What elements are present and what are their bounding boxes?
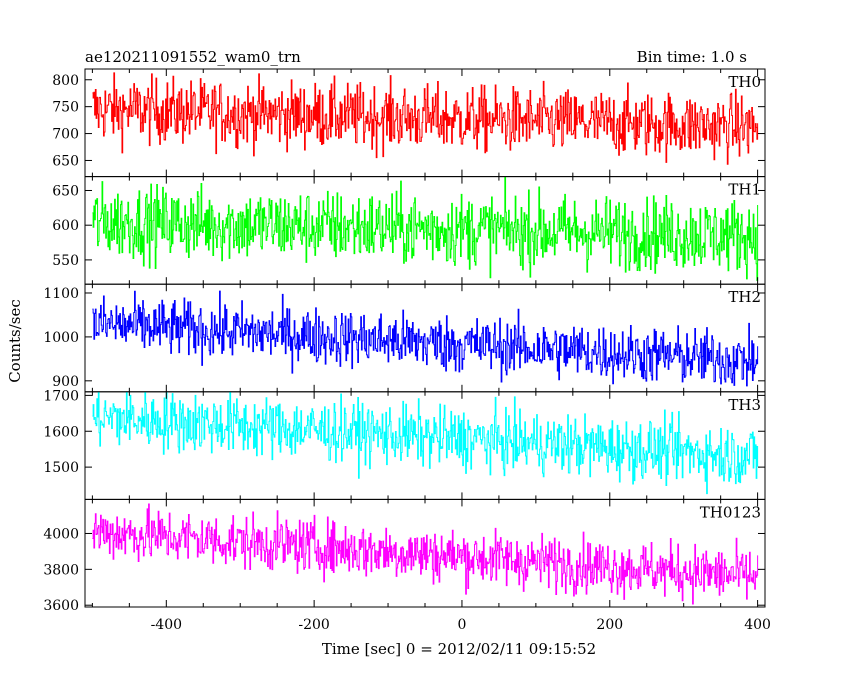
y-tick-label: 550 xyxy=(52,253,79,269)
y-tick-label: 600 xyxy=(52,218,79,234)
x-tick-label: 0 xyxy=(457,617,466,633)
series-line-th2 xyxy=(92,290,759,387)
y-tick-label: 1700 xyxy=(43,388,79,404)
x-tick-label: 400 xyxy=(744,617,771,633)
panel-th3: 1500 1600 1700 TH3 xyxy=(43,388,766,500)
y-tick-label: 700 xyxy=(52,127,79,143)
series-label-th1: TH1 xyxy=(728,181,761,199)
y-tick-label: 1000 xyxy=(43,330,79,346)
series-label-th2: TH2 xyxy=(728,288,761,306)
series-label-th0: TH0 xyxy=(728,73,761,91)
y-tick-label: 4000 xyxy=(43,526,79,542)
y-axis-label: Counts/sec xyxy=(6,299,24,383)
panels-group: 650 700 750 800 TH0 550 600 650 TH1 900 1000 1100 TH… xyxy=(43,68,771,633)
series-line-th1 xyxy=(92,176,759,281)
chart-title-right: Bin time: 1.0 s xyxy=(637,48,747,66)
y-tick-label: 1100 xyxy=(43,286,79,302)
y-tick-label: 900 xyxy=(52,374,79,390)
y-tick-label: 650 xyxy=(52,183,79,199)
panel-frame xyxy=(84,68,766,178)
panel-th0: 650 700 750 800 TH0 xyxy=(52,68,766,178)
x-axis-label: Time [sec] 0 = 2012/02/11 09:15:52 xyxy=(322,640,596,658)
y-tick-label: 800 xyxy=(52,73,79,89)
y-tick-label: 3800 xyxy=(43,562,79,578)
x-tick-label: -400 xyxy=(151,617,182,633)
panel-th0123: 3600 3800 4000 TH0123 xyxy=(43,498,766,614)
y-tick-label: 1500 xyxy=(43,460,79,476)
y-tick-label: 650 xyxy=(52,153,79,169)
series-line-th3 xyxy=(92,391,759,495)
series-line-th0123 xyxy=(92,503,759,605)
series-label-th3: TH3 xyxy=(728,396,761,414)
x-tick-label: -200 xyxy=(298,617,329,633)
x-tick-label: 200 xyxy=(596,617,623,633)
series-line-th0 xyxy=(92,72,759,165)
panel-th1: 550 600 650 TH1 xyxy=(52,176,766,285)
y-tick-label: 3600 xyxy=(43,598,79,614)
y-tick-label: 750 xyxy=(52,100,79,116)
series-label-th0123: TH0123 xyxy=(700,503,761,521)
chart-title-left: ae120211091552_wam0_trn xyxy=(85,48,301,66)
y-tick-label: 1600 xyxy=(43,424,79,440)
panel-th2: 900 1000 1100 TH2 xyxy=(43,283,766,393)
